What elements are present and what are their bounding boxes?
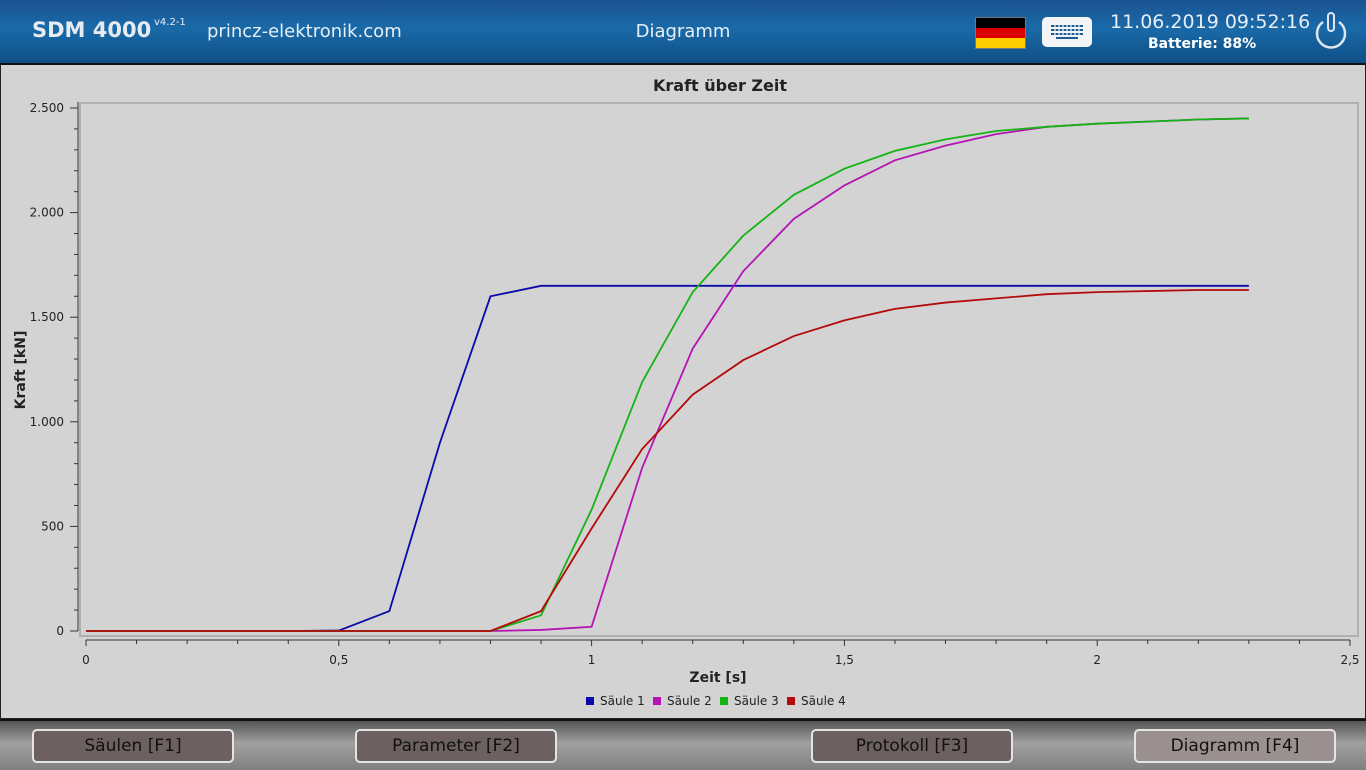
x-tick-label: 1,5 bbox=[835, 653, 854, 667]
x-tick-label: 2,5 bbox=[1340, 653, 1359, 667]
legend-swatch bbox=[653, 697, 661, 705]
legend-label: Säule 4 bbox=[801, 694, 846, 708]
x-tick-label: 0 bbox=[82, 653, 90, 667]
x-tick-label: 2 bbox=[1093, 653, 1101, 667]
chart-panel bbox=[0, 65, 1366, 719]
y-tick-label: 0 bbox=[56, 624, 64, 638]
website-link[interactable]: princz-elektronik.com bbox=[207, 21, 402, 42]
legend-swatch bbox=[586, 697, 594, 705]
x-tick-label: 1 bbox=[588, 653, 596, 667]
y-tick-label: 2.000 bbox=[30, 206, 64, 220]
legend-swatch bbox=[787, 697, 795, 705]
protokoll-button[interactable]: Protokoll [F3] bbox=[811, 729, 1013, 763]
power-icon[interactable] bbox=[1311, 11, 1351, 57]
saeulen-button[interactable]: Säulen [F1] bbox=[32, 729, 234, 763]
x-tick-label: 0,5 bbox=[329, 653, 348, 667]
keyboard-icon[interactable] bbox=[1042, 17, 1092, 47]
battery-status: Batterie: 88% bbox=[1148, 36, 1257, 52]
legend-label: Säule 3 bbox=[734, 694, 779, 708]
legend-swatch bbox=[720, 697, 728, 705]
series-line-saeule-2 bbox=[86, 117, 1249, 632]
series-line-saeule-4 bbox=[86, 289, 1249, 632]
app-title: SDM 4000 bbox=[32, 18, 152, 42]
page-title: Diagramm bbox=[635, 21, 731, 42]
diagramm-button[interactable]: Diagramm [F4] bbox=[1134, 729, 1336, 763]
parameter-button[interactable]: Parameter [F2] bbox=[355, 729, 557, 763]
legend-label: Säule 2 bbox=[667, 694, 712, 708]
app-version: v4.2-1 bbox=[154, 17, 186, 28]
x-axis-label: Zeit [s] bbox=[689, 670, 746, 686]
y-axis-label: Kraft [kN] bbox=[13, 331, 29, 410]
datetime: 11.06.2019 09:52:16 bbox=[1110, 11, 1311, 33]
series-line-saeule-3 bbox=[86, 117, 1249, 632]
y-tick-label: 500 bbox=[41, 519, 64, 533]
app-header: SDM 4000 v4.2-1 princz-elektronik.com Di… bbox=[0, 0, 1366, 65]
chart: Kraft über Zeit Zeit [s] Kraft [kN] 0 500… bbox=[13, 76, 1360, 708]
y-tick-label: 1.000 bbox=[30, 415, 64, 429]
plot-area-frame bbox=[79, 102, 1359, 637]
legend-label: Säule 1 bbox=[600, 694, 645, 708]
y-tick-label: 2.500 bbox=[30, 101, 64, 115]
y-tick-label: 1.500 bbox=[30, 310, 64, 324]
footer-toolbar: Säulen [F1] Parameter [F2] Protokoll [F3… bbox=[0, 719, 1366, 770]
german-flag-icon[interactable] bbox=[975, 17, 1026, 49]
chart-title: Kraft über Zeit bbox=[653, 76, 787, 95]
